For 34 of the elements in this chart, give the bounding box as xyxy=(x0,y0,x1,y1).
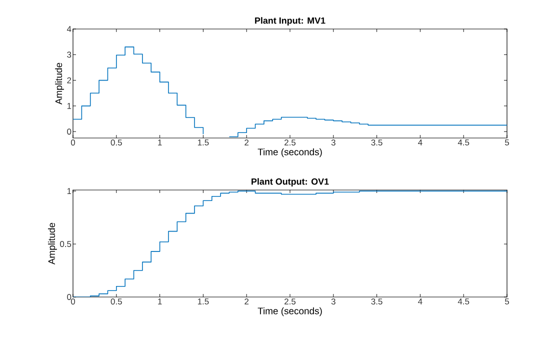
y-tick-label: 2 xyxy=(67,77,72,84)
x-axis-title: Time (seconds) xyxy=(258,148,322,158)
y-tick-label: 0 xyxy=(67,294,72,300)
y-tick-label: 1 xyxy=(67,103,72,109)
x-tick-label: 1.5 xyxy=(198,298,209,304)
chart-title: Plant Output: OV1 xyxy=(252,178,329,186)
chart-title: Plant Input: MV1 xyxy=(255,17,326,26)
x-tick-label: 2 xyxy=(244,298,249,304)
x-tick-label: 0.5 xyxy=(110,140,122,146)
y-tick-label: 1 xyxy=(67,188,72,194)
x-tick-label: 3.5 xyxy=(371,298,382,305)
x-tick-label: 1.5 xyxy=(198,140,209,146)
x-tick-label: 4.5 xyxy=(458,140,470,146)
x-tick-label: 5 xyxy=(504,140,510,146)
x-tick-label: 4 xyxy=(418,298,422,304)
x-tick-label: 0.5 xyxy=(110,298,122,305)
x-tick-label: 2.5 xyxy=(284,298,296,305)
y-tick-label: 0 xyxy=(67,128,72,135)
x-tick-label: 4.5 xyxy=(458,298,470,304)
y-axis-title: Amplitude xyxy=(55,62,64,105)
x-tick-label: 3.5 xyxy=(371,140,382,146)
x-tick-label: 3 xyxy=(331,140,336,146)
x-axis-title: Time (seconds) xyxy=(258,307,322,316)
x-tick-label: 2 xyxy=(244,140,249,146)
x-tick-label: 2.5 xyxy=(284,140,296,146)
y-tick-label: 0.5 xyxy=(60,241,72,248)
x-tick-label: 4 xyxy=(418,140,422,146)
y-tick-label: 4 xyxy=(66,26,72,32)
x-tick-label: 3 xyxy=(331,298,336,305)
y-axis-title: Amplitude xyxy=(48,222,57,265)
x-tick-label: 1 xyxy=(158,140,162,146)
x-tick-label: 5 xyxy=(504,298,510,304)
x-tick-label: 1 xyxy=(158,298,162,304)
y-tick-label: 3 xyxy=(67,52,72,58)
